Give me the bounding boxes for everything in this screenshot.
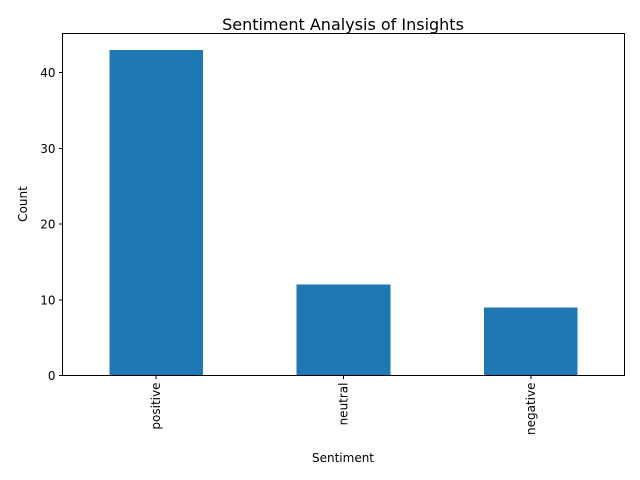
chart-title: Sentiment Analysis of Insights	[222, 15, 464, 34]
bar-neutral	[296, 284, 391, 376]
x-axis-label: Sentiment	[312, 451, 374, 465]
y-tick-label-30: 30	[40, 142, 55, 156]
y-axis-label: Count	[16, 186, 30, 222]
y-tick-label-0: 0	[48, 369, 56, 383]
bar-negative	[484, 307, 578, 376]
plot-frame	[62, 33, 625, 376]
y-tick-label-10: 10	[40, 293, 55, 307]
x-tick-label-negative: negative	[524, 383, 538, 435]
x-tick-label-positive: positive	[149, 383, 163, 430]
bars-group	[109, 49, 578, 376]
y-tick-label-40: 40	[40, 66, 55, 80]
y-tick-label-20: 20	[40, 218, 55, 232]
x-tick-label-neutral: neutral	[337, 383, 351, 426]
y-axis-ticks: 0 10 20 30 40	[40, 66, 63, 383]
bar-positive	[109, 49, 203, 376]
x-axis-ticks: positive neutral negative	[149, 375, 538, 435]
